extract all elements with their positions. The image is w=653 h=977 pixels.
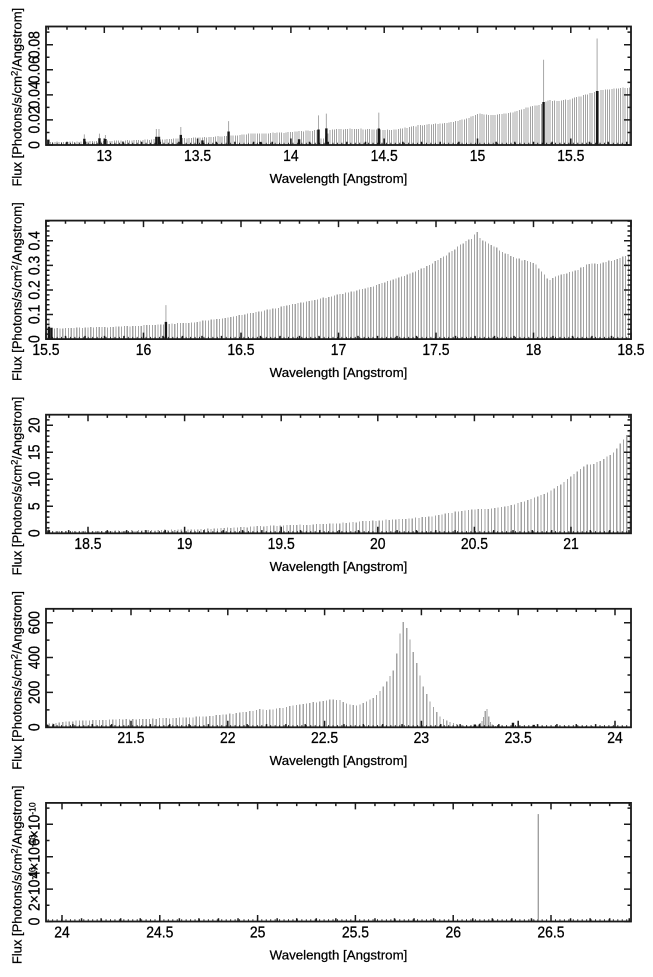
svg-text:26.5: 26.5 <box>537 925 564 942</box>
svg-text:Flux [Photons/s/cm2/Angstrom]: Flux [Photons/s/cm2/Angstrom] <box>10 785 25 964</box>
svg-text:19: 19 <box>177 536 193 553</box>
svg-text:18.5: 18.5 <box>74 536 101 553</box>
svg-text:15: 15 <box>27 445 44 461</box>
svg-text:0.06: 0.06 <box>27 56 44 83</box>
svg-text:10: 10 <box>27 472 44 488</box>
svg-text:200: 200 <box>27 681 44 704</box>
svg-text:14: 14 <box>283 148 299 165</box>
svg-text:21: 21 <box>563 536 579 553</box>
svg-text:0.2: 0.2 <box>27 280 44 299</box>
svg-text:17: 17 <box>331 342 347 359</box>
svg-text:23: 23 <box>414 730 430 747</box>
svg-text:15.5: 15.5 <box>32 342 59 359</box>
svg-text:17.5: 17.5 <box>422 342 449 359</box>
svg-text:5: 5 <box>27 502 44 510</box>
svg-text:13.5: 13.5 <box>184 148 211 165</box>
svg-text:Flux [Photons/s/cm2/Angstrom]: Flux [Photons/s/cm2/Angstrom] <box>10 397 25 576</box>
svg-text:19.5: 19.5 <box>268 536 295 553</box>
svg-text:14.5: 14.5 <box>371 148 398 165</box>
svg-text:Wavelength [Angstrom]: Wavelength [Angstrom] <box>270 365 408 380</box>
svg-text:Wavelength [Angstrom]: Wavelength [Angstrom] <box>270 753 408 768</box>
svg-text:22: 22 <box>220 730 236 747</box>
svg-text:0.08: 0.08 <box>27 31 44 58</box>
svg-text:15: 15 <box>470 148 486 165</box>
svg-text:24: 24 <box>607 730 623 747</box>
svg-text:25.5: 25.5 <box>342 925 369 942</box>
svg-text:600: 600 <box>27 611 44 634</box>
svg-text:20: 20 <box>27 418 44 434</box>
svg-text:22.5: 22.5 <box>311 730 338 747</box>
svg-text:Wavelength [Angstrom]: Wavelength [Angstrom] <box>270 171 408 186</box>
svg-text:0: 0 <box>27 723 44 731</box>
svg-text:0: 0 <box>27 335 44 343</box>
svg-text:0: 0 <box>27 918 44 926</box>
svg-text:18.5: 18.5 <box>617 342 644 359</box>
svg-text:0.3: 0.3 <box>27 256 44 275</box>
svg-text:18: 18 <box>526 342 542 359</box>
svg-text:Wavelength [Angstrom]: Wavelength [Angstrom] <box>270 559 408 574</box>
svg-text:0: 0 <box>27 529 44 537</box>
svg-text:25: 25 <box>250 925 266 942</box>
svg-text:13: 13 <box>97 148 113 165</box>
svg-text:21.5: 21.5 <box>117 730 144 747</box>
svg-text:400: 400 <box>27 646 44 669</box>
svg-text:Flux [Photons/s/cm2/Angstrom]: Flux [Photons/s/cm2/Angstrom] <box>10 8 25 187</box>
svg-text:16.5: 16.5 <box>227 342 254 359</box>
svg-text:16: 16 <box>136 342 152 359</box>
svg-text:Wavelength [Angstrom]: Wavelength [Angstrom] <box>270 947 408 962</box>
svg-text:26: 26 <box>445 925 461 942</box>
svg-text:0.1: 0.1 <box>27 305 44 324</box>
svg-text:0: 0 <box>27 141 44 149</box>
svg-text:24: 24 <box>54 925 70 942</box>
svg-text:0.02: 0.02 <box>27 106 44 133</box>
svg-text:0.04: 0.04 <box>27 81 44 108</box>
svg-text:20: 20 <box>370 536 386 553</box>
svg-text:15.5: 15.5 <box>557 148 584 165</box>
svg-text:Flux [Photons/s/cm2/Angstrom]: Flux [Photons/s/cm2/Angstrom] <box>10 202 25 381</box>
svg-text:23.5: 23.5 <box>505 730 532 747</box>
svg-text:0.4: 0.4 <box>27 231 44 250</box>
svg-text:24.5: 24.5 <box>146 925 173 942</box>
svg-text:Flux [Photons/s/cm2/Angstrom]: Flux [Photons/s/cm2/Angstrom] <box>10 591 25 770</box>
svg-text:20.5: 20.5 <box>461 536 488 553</box>
